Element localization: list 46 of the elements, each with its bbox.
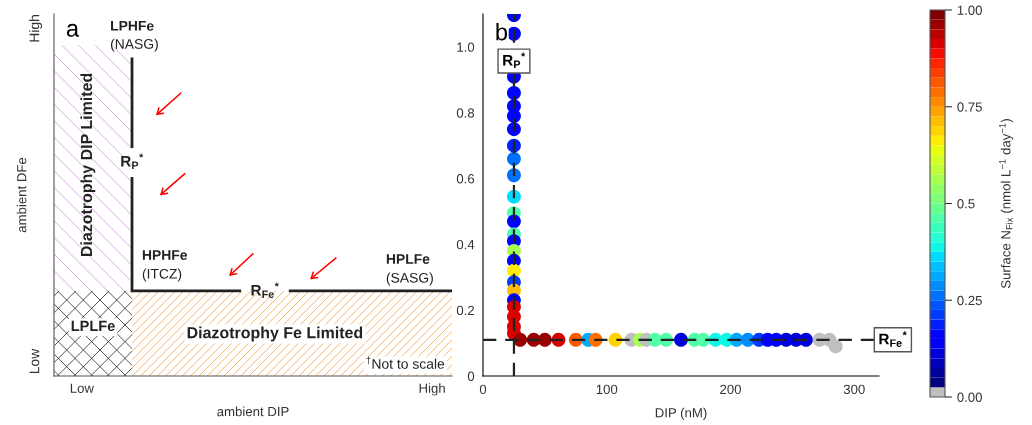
x-tick-label: 100 bbox=[596, 384, 618, 395]
text: Diazotrophy DIP Limited bbox=[80, 73, 96, 257]
ref-line-label: R$_{P}$$^{*}$ bbox=[503, 52, 526, 68]
ref-line-label: R$_{Fe}$$^{*}$ bbox=[879, 331, 907, 347]
text: R$_{Fe}$$^{*}$ bbox=[251, 282, 279, 299]
x-tick-label: 300 bbox=[843, 384, 865, 395]
text: R$_{P}$$^{*}$ bbox=[121, 153, 144, 169]
color-bar-label: 0.00 bbox=[957, 392, 982, 402]
point bbox=[506, 86, 521, 100]
category-label: Low bbox=[70, 383, 94, 393]
text: LPHFe bbox=[111, 21, 154, 31]
y-tick-label: 0 bbox=[467, 371, 475, 381]
text: ambient DIP bbox=[217, 406, 289, 417]
text: (SASG) bbox=[386, 272, 433, 286]
color-bar-label: 0.25 bbox=[957, 295, 982, 306]
y-tick-label: 0.8 bbox=[456, 108, 475, 118]
text: High bbox=[29, 15, 43, 42]
color-bar-label: 1.00 bbox=[957, 5, 982, 15]
text: HPHFe bbox=[142, 250, 188, 260]
y-tick-label: 0.2 bbox=[456, 305, 475, 316]
color-bar-label: 0.75 bbox=[957, 102, 982, 112]
x-axis-title: DIP (nM) bbox=[655, 407, 707, 421]
point bbox=[506, 151, 521, 166]
x-tick-label: 200 bbox=[720, 384, 741, 395]
y-tick-label: 0.6 bbox=[456, 174, 475, 184]
x-tick-label: 0 bbox=[479, 384, 487, 395]
point bbox=[828, 339, 843, 354]
text: Low bbox=[29, 348, 40, 374]
point bbox=[537, 332, 552, 347]
text: ambient DFe bbox=[16, 157, 27, 233]
y-tick-label: 1.0 bbox=[457, 42, 475, 52]
text: a bbox=[66, 23, 80, 37]
point bbox=[674, 332, 688, 347]
text: Diazotrophy Fe Limited bbox=[187, 326, 363, 342]
point bbox=[506, 109, 521, 123]
category-label: High bbox=[419, 383, 445, 396]
chart-title: b bbox=[496, 23, 508, 41]
text: $^{†}$Not to scale bbox=[366, 356, 445, 369]
text: (ITCZ) bbox=[142, 268, 182, 282]
text: LPLFe bbox=[71, 320, 115, 332]
text: (NASG) bbox=[110, 38, 158, 52]
point bbox=[506, 214, 521, 229]
text: HPLFe bbox=[386, 254, 430, 264]
y-tick-label: 0.4 bbox=[456, 239, 475, 250]
color-bar-label: 0.5 bbox=[957, 199, 975, 209]
color-bar-title: Surface N$_{Fix}$ (nmol L$^{−1}$ day$^{−1}$) bbox=[999, 119, 1014, 289]
